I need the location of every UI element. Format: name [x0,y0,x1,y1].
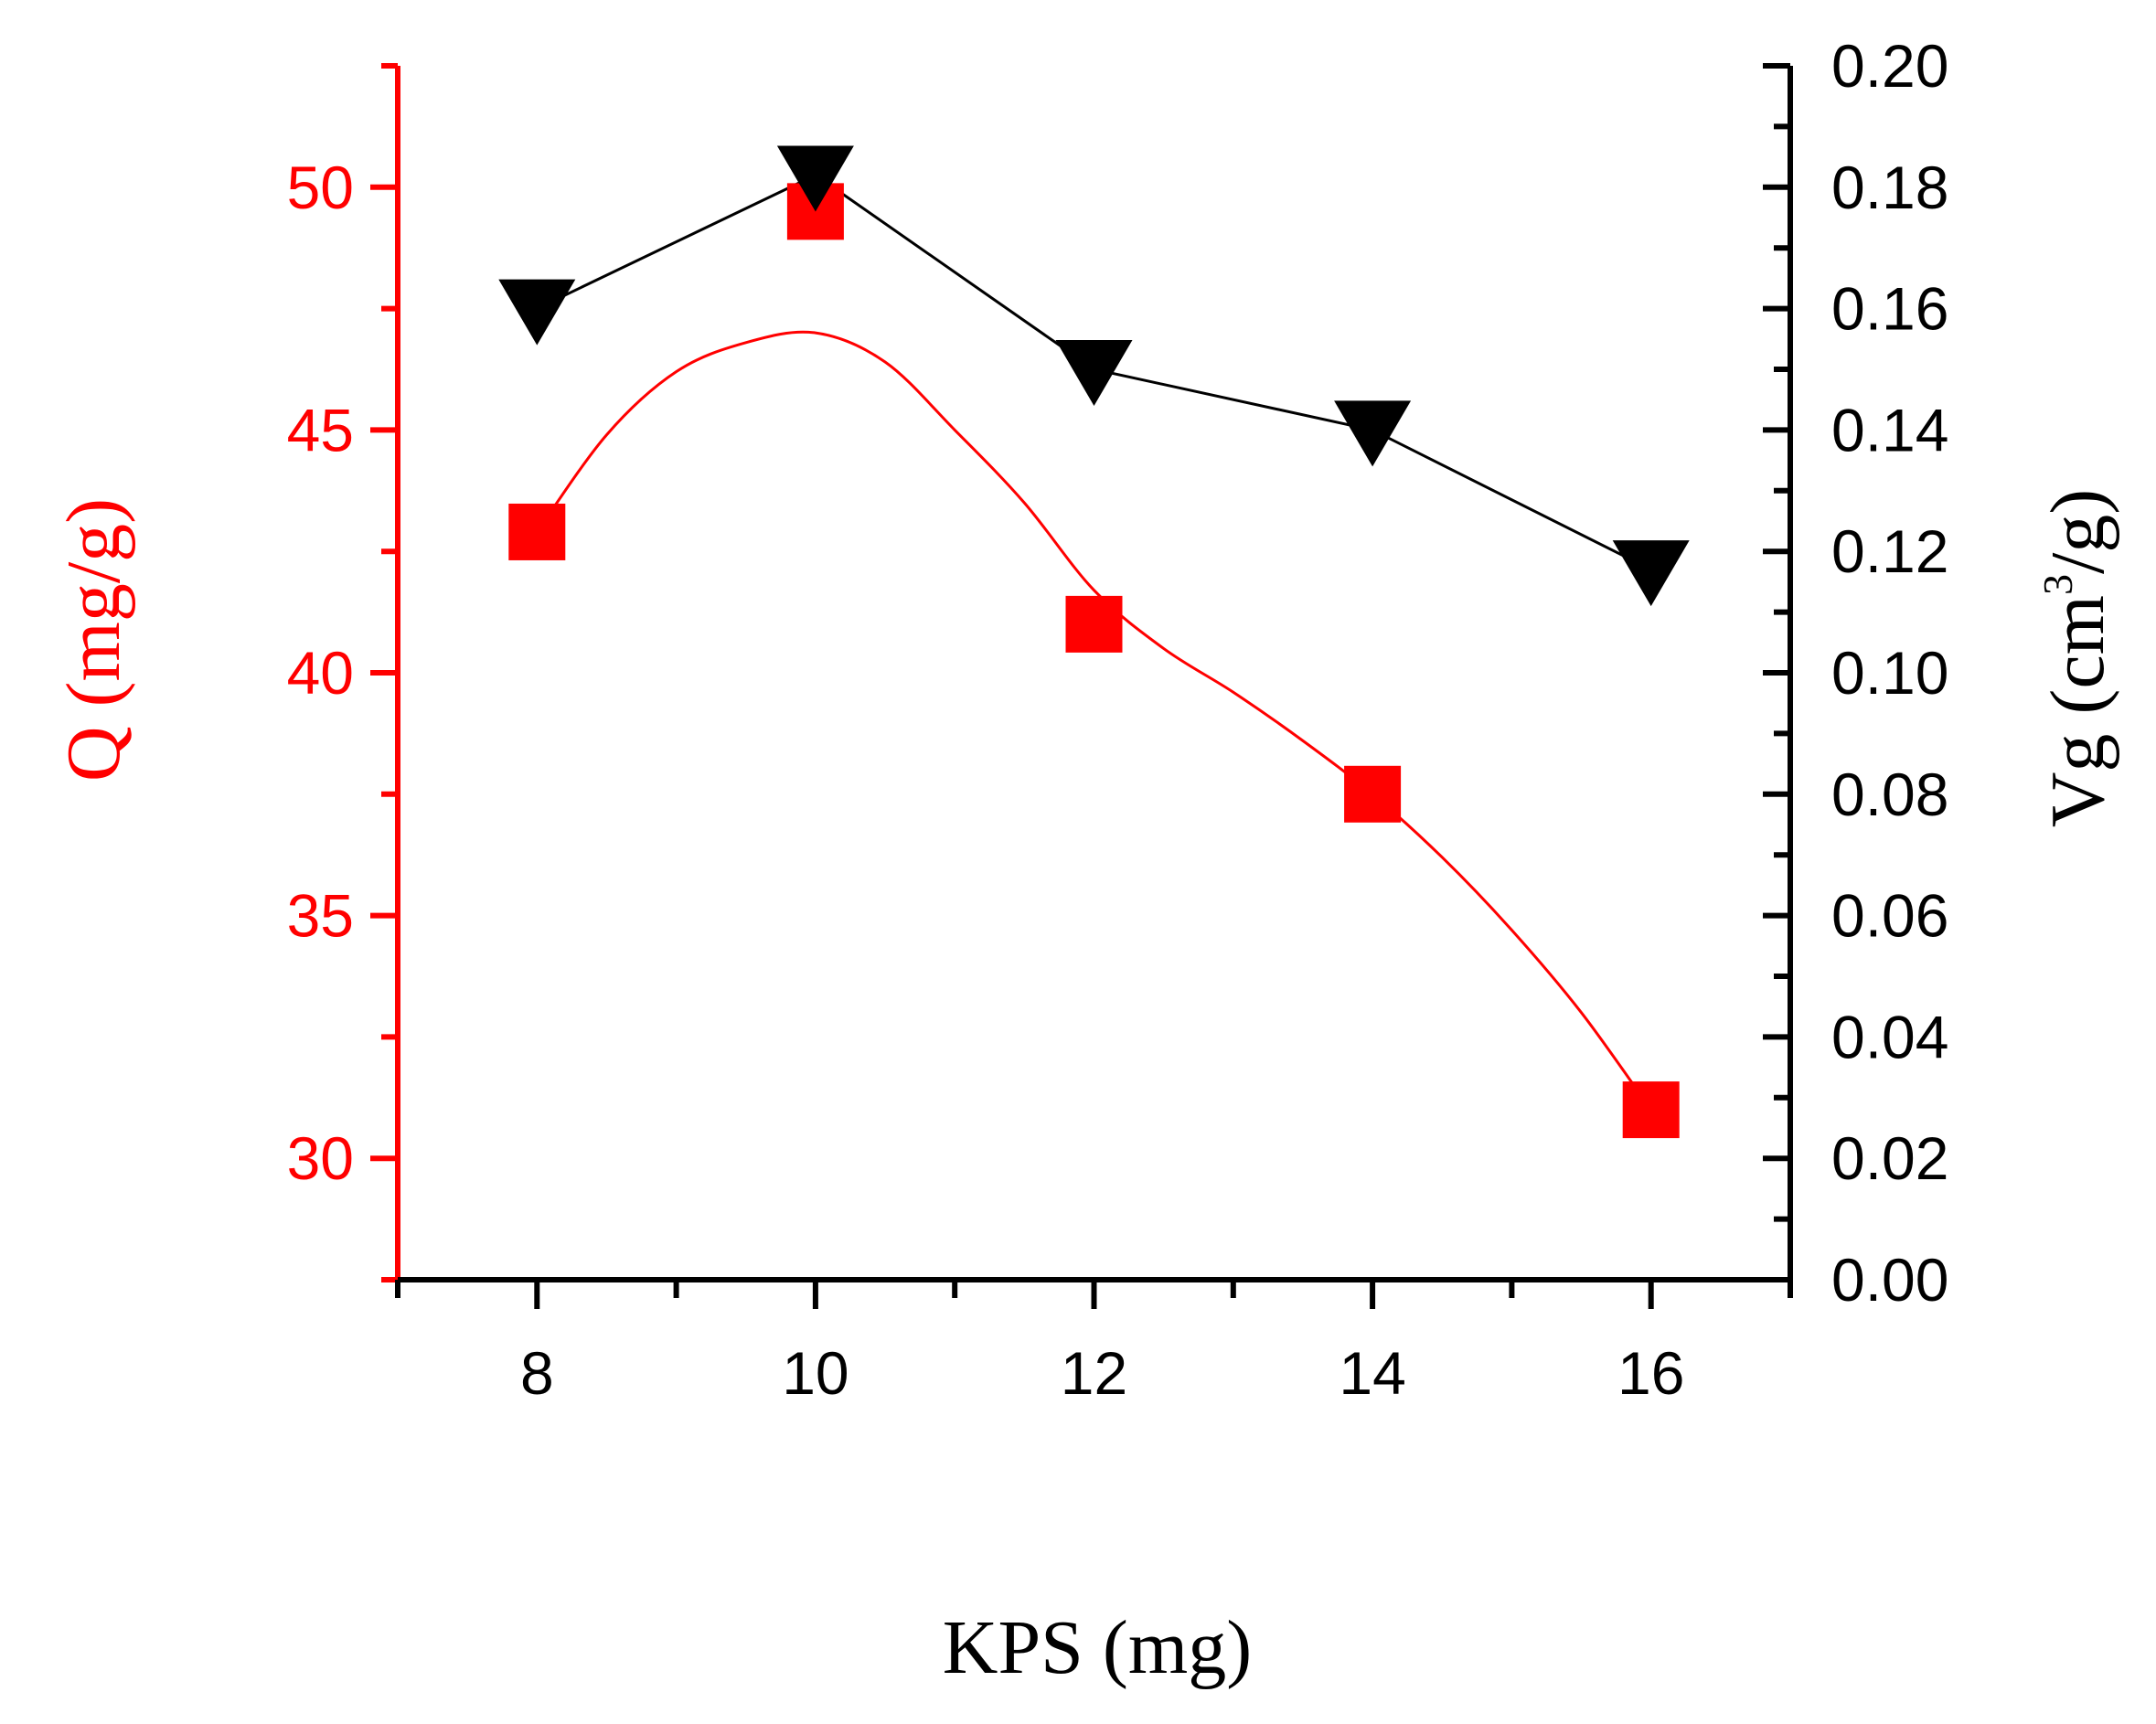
q-data-point [1065,595,1123,653]
y-axis-right-title-main: Vg (cm [2035,595,2120,827]
x-tick-label: 8 [520,1339,554,1407]
q-data-point [1344,765,1402,823]
y-left-tick-label: 30 [287,1124,354,1192]
y-axis-right-title: Vg (cm3/g) [2034,489,2120,828]
y-right-tick-label: 0.10 [1831,639,1948,707]
axes [395,66,1793,1282]
y-left-tick-label: 45 [287,396,354,463]
markers [498,145,1690,1139]
x-tick-label: 14 [1339,1339,1405,1407]
y-left-tick-label: 35 [287,882,354,950]
q-fit-curve [536,330,1652,1111]
y-axis-right-title-sup: 3 [2034,574,2081,595]
y-right-tick-label: 0.18 [1831,154,1948,221]
y-axis-right-title-end: /g) [2035,489,2120,574]
vg-data-point [498,279,576,346]
vg-data-point [1334,400,1412,467]
y-right-tick-label: 0.02 [1831,1124,1948,1192]
q-data-point [1622,1081,1680,1139]
y-left-tick-label: 50 [287,154,354,221]
y-right-tick-label: 0.20 [1831,32,1948,100]
ticks: 30 35 40 45 50 0.00 0.02 0.04 0.06 0.08 0.10 0.12 0.… [287,32,1949,1407]
x-tick-label: 16 [1617,1339,1684,1407]
vg-data-point [776,145,854,212]
y-left-tick-label: 40 [287,639,354,707]
y-right-tick-label: 0.14 [1831,396,1948,463]
y-right-tick-label: 0.04 [1831,1003,1948,1070]
y-axis-left-title: Q (mg/g) [51,498,136,782]
y-right-tick-label: 0.00 [1831,1246,1948,1314]
q-data-point [508,503,566,560]
x-tick-label: 12 [1061,1339,1127,1407]
x-axis-title: KPS (mg) [943,1605,1252,1690]
vg-data-point [1055,340,1133,406]
y-right-tick-label: 0.16 [1831,275,1948,343]
y-right-tick-label: 0.12 [1831,517,1948,585]
y-right-tick-label: 0.08 [1831,761,1948,828]
x-tick-label: 10 [782,1339,849,1407]
vg-data-point [1612,540,1690,607]
y-right-tick-label: 0.06 [1831,882,1948,950]
